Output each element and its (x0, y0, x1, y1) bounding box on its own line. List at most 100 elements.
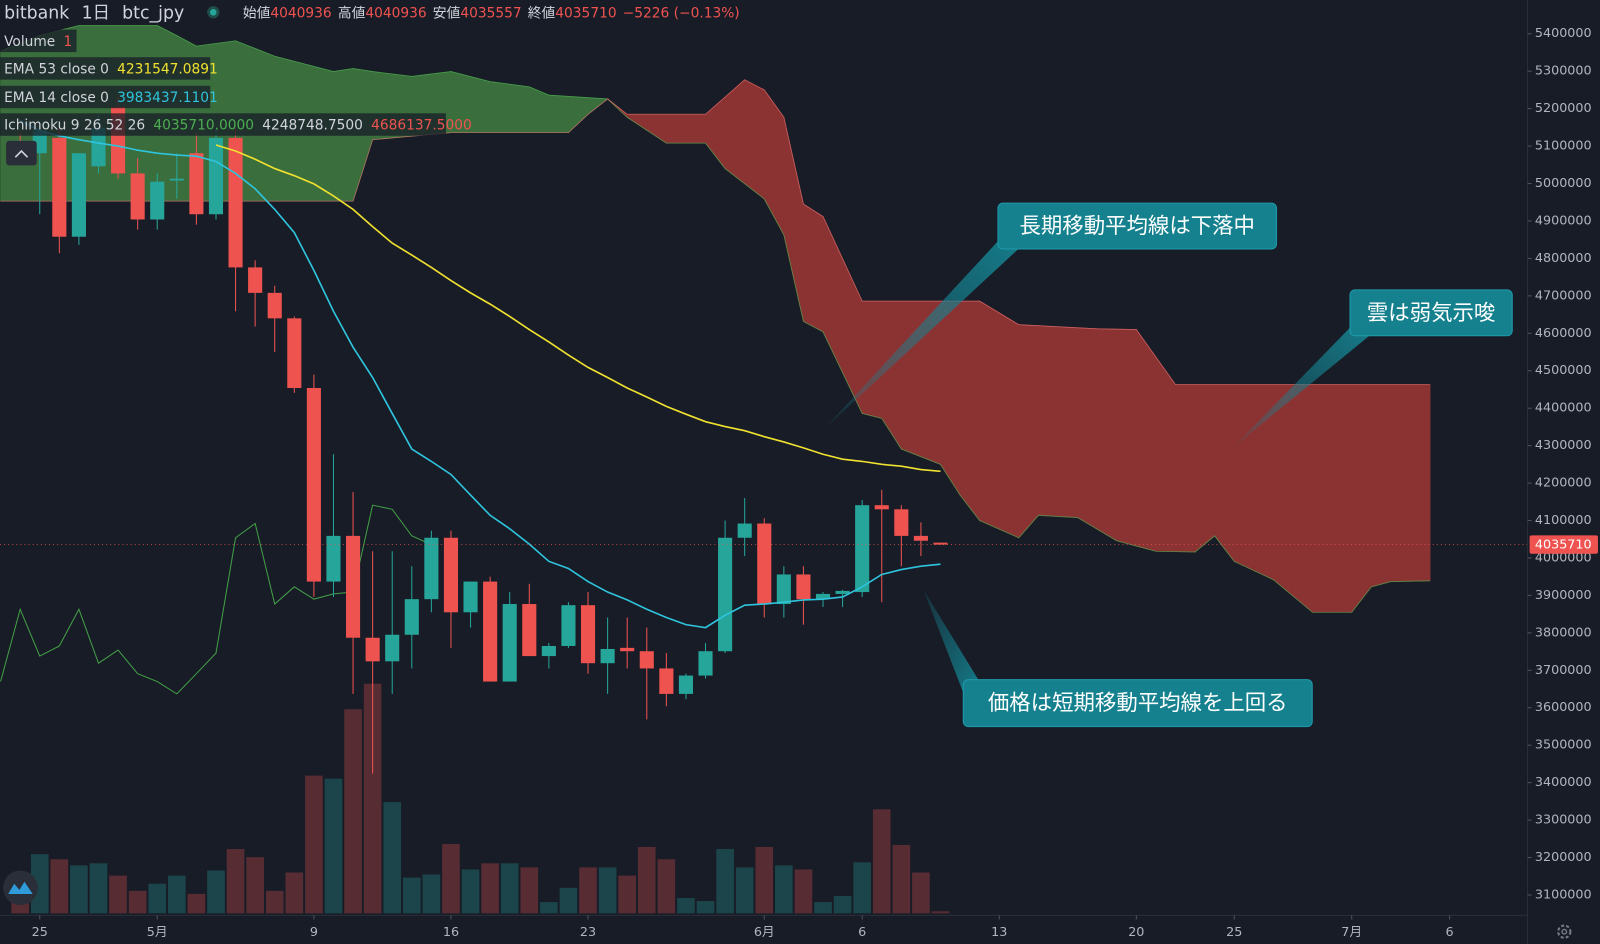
y-tick-label: 3800000 (1535, 625, 1592, 640)
candle-body (913, 535, 928, 541)
candle-body (522, 604, 537, 657)
candle-body (424, 537, 439, 600)
x-tick-label: 13 (991, 925, 1007, 940)
legend-value: 4231547.0891 (117, 61, 218, 77)
cloud-fill (1370, 384, 1392, 588)
callout-pointer (1234, 324, 1370, 446)
cloud-fill (1390, 384, 1411, 582)
candle-body (815, 593, 831, 600)
volume-bar (344, 709, 362, 914)
candle-body (483, 581, 498, 682)
ohlc-label: 安値 (433, 5, 461, 21)
callout-text: 価格は短期移動平均線を上回る (988, 691, 1288, 716)
y-tick-label: 3900000 (1535, 588, 1592, 603)
legend-row-bg (0, 85, 211, 109)
legend-value: 1 (63, 34, 72, 50)
volume-bar (520, 867, 539, 914)
symbol-title: bitbank 1日 btc_jpy (4, 3, 184, 23)
candle-body (130, 173, 145, 220)
y-tick-label: 4600000 (1535, 326, 1592, 341)
y-tick-label: 4700000 (1535, 288, 1592, 303)
volume-layer (11, 683, 950, 914)
logo-bg[interactable] (3, 870, 38, 906)
candle-body (287, 318, 302, 388)
x-tick-label: 25 (32, 925, 48, 940)
y-tick-label: 4100000 (1535, 513, 1592, 528)
volume-bar (559, 887, 578, 914)
candle-body (796, 574, 811, 600)
last-price-label: 4035710 (1535, 538, 1592, 553)
collapse-icon[interactable] (14, 149, 29, 158)
candle-body (346, 535, 361, 638)
volume-bar (461, 869, 480, 914)
y-tick-label: 4800000 (1535, 251, 1592, 266)
volume-bar (814, 902, 832, 914)
candle-body (776, 574, 791, 605)
settings-button[interactable] (1557, 924, 1572, 939)
candle-body (757, 523, 772, 605)
cloud-fill (1312, 384, 1333, 613)
candle-body (894, 509, 909, 536)
header: bitbank 1日 btc_jpy 始値4040936 高値4040936 安値403… (4, 3, 740, 23)
y-tick-label: 4500000 (1535, 363, 1592, 378)
candle-body (933, 542, 948, 545)
y-tick-label: 5400000 (1535, 26, 1592, 41)
cloud-fill (1410, 384, 1431, 582)
candle-body (463, 581, 478, 613)
legend-label: Ichimoku 9 26 52 26 (4, 118, 145, 134)
volume-bar (657, 859, 676, 914)
y-tick-label: 3700000 (1535, 663, 1592, 678)
candle-body (326, 535, 341, 582)
collapse-button[interactable] (6, 140, 37, 166)
volume-bar (363, 683, 382, 914)
logo[interactable] (3, 870, 38, 906)
volume-bar (383, 802, 402, 914)
cloud-fill (1194, 384, 1216, 553)
volume-bar (775, 865, 793, 914)
x-tick-label: 16 (443, 925, 459, 940)
y-tick-label: 4000000 (1535, 550, 1592, 565)
y-tick-label: 4300000 (1535, 438, 1592, 453)
volume-bar (500, 863, 519, 914)
x-tick-label: 20 (1128, 925, 1144, 940)
y-tick-label: 5300000 (1535, 64, 1592, 79)
ohlc-value: 4035710 (555, 5, 616, 21)
span-b-line (0, 79, 1431, 386)
legend-ema14: EMA 14 close 0 3983437.1101 (4, 90, 218, 106)
y-tick-label: 5100000 (1535, 139, 1592, 154)
cloud-fill (1037, 325, 1059, 517)
volume-bar (50, 859, 69, 914)
x-tick-label: 6月 (754, 925, 775, 940)
legend-row-bg (0, 29, 77, 53)
x-tick-label: 6 (858, 925, 866, 940)
candle-body (52, 137, 67, 237)
volume-bar (833, 895, 852, 914)
legend-value: 4686137.5000 (371, 118, 472, 134)
span-a-line (0, 25, 1431, 613)
legend-value: 3983437.1101 (117, 90, 218, 106)
candle-body (580, 605, 596, 664)
volume-bar (226, 849, 245, 914)
cloud-fill (1135, 328, 1157, 552)
cloud-fill (665, 113, 687, 144)
y-tick-label: 3200000 (1535, 850, 1592, 865)
candle-body (502, 604, 517, 682)
settings-icon[interactable] (1557, 924, 1572, 939)
cloud-fill (548, 94, 569, 134)
volume-bar (540, 902, 558, 914)
cloud-fill (1116, 328, 1137, 547)
settings-icon-center[interactable] (1561, 928, 1568, 935)
cloud-fill (1292, 384, 1313, 614)
volume-bar (755, 847, 774, 914)
cloud-fill (744, 79, 765, 200)
callout-text: 長期移動平均線は下落中 (1020, 214, 1255, 239)
candle-body (228, 137, 243, 268)
volume-bar (735, 867, 754, 914)
cloud-fill (1331, 384, 1353, 613)
x-tick-label: 23 (580, 925, 596, 940)
candle-body (718, 537, 733, 652)
legend-value: 4248748.7500 (262, 118, 363, 134)
collapse-button-bg[interactable] (6, 140, 37, 166)
pair: btc_jpy (122, 3, 184, 23)
